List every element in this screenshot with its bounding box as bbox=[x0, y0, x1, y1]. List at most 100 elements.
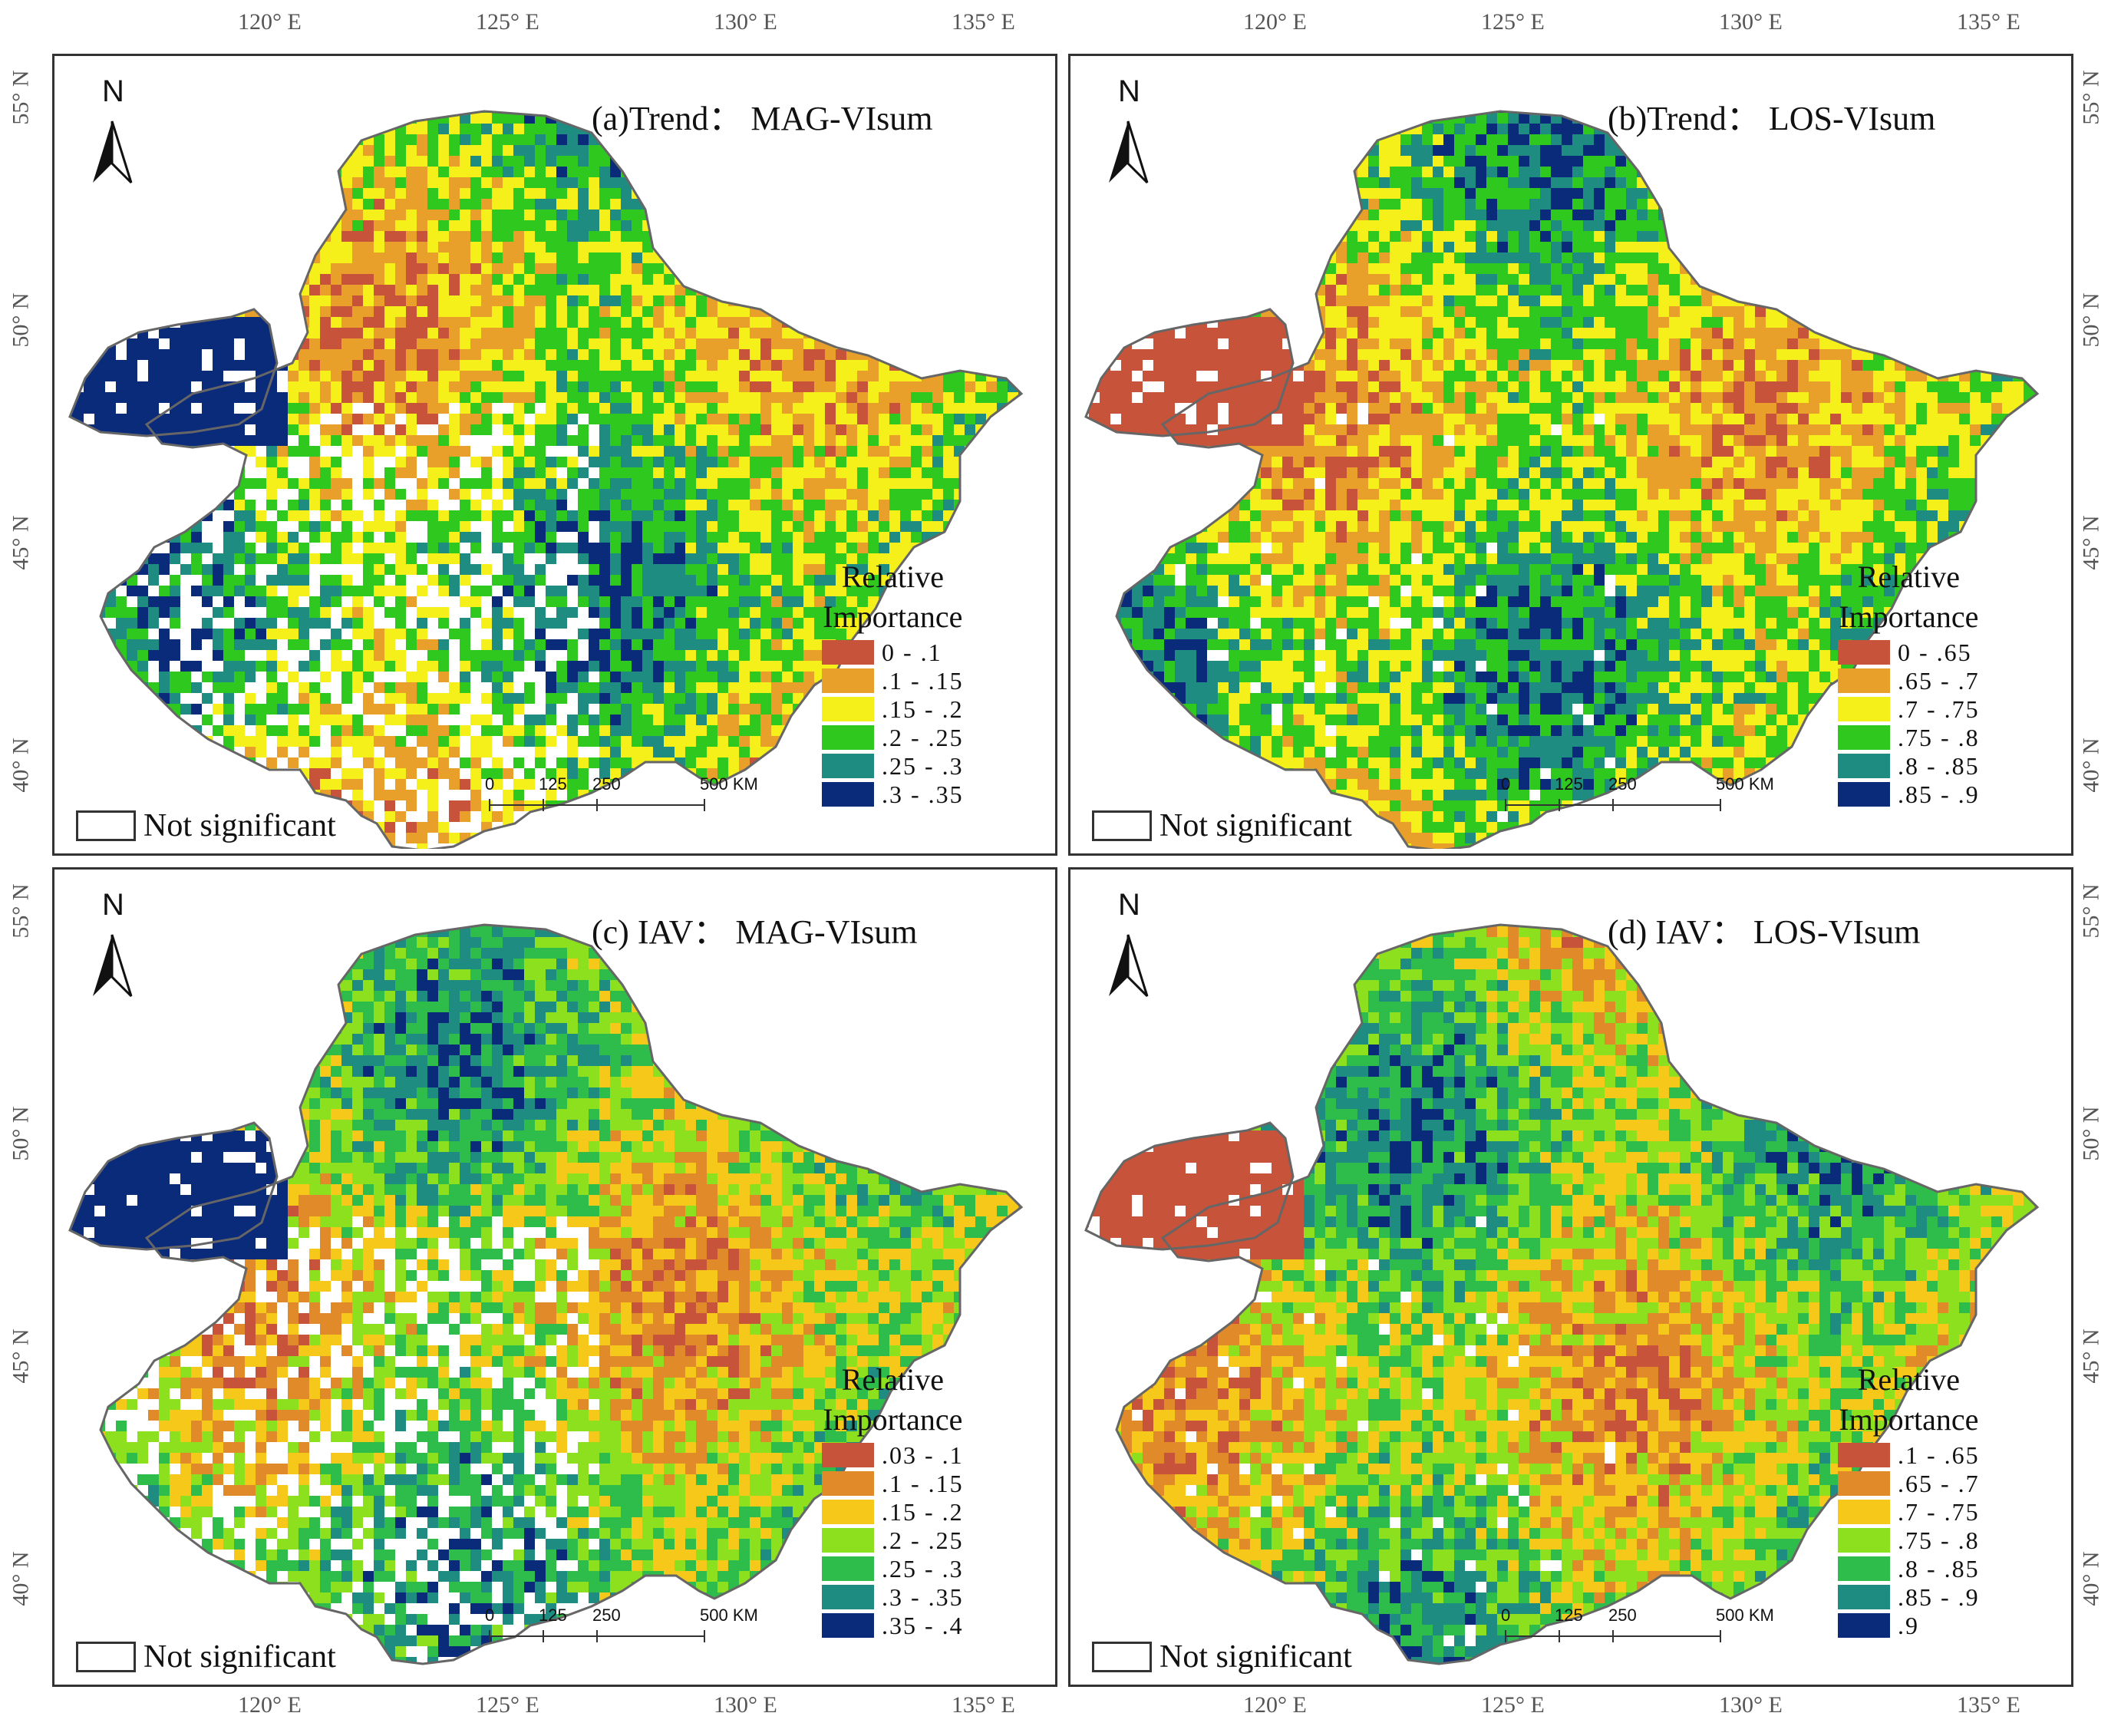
legend-title: Importance bbox=[822, 1400, 964, 1440]
legend-label: .65 - .7 bbox=[1898, 1470, 1980, 1498]
legend-swatch bbox=[1838, 1500, 1890, 1524]
north-label: N bbox=[102, 74, 124, 109]
region-map bbox=[68, 110, 1024, 849]
lat-label: 50° N bbox=[2079, 292, 2105, 347]
legend-swatch bbox=[822, 1471, 874, 1496]
region-map bbox=[1084, 110, 2040, 849]
legend-swatch bbox=[1838, 697, 1890, 721]
not-significant-swatch bbox=[1092, 810, 1152, 841]
scale-tick-label: 125 bbox=[539, 1606, 567, 1625]
map-panel-a: N (a)Trend： MAG-VIsum Relative Importance 0 … bbox=[52, 54, 1057, 856]
legend-item: .8 - .85 bbox=[1838, 1555, 1980, 1583]
legend-label: 0 - .1 bbox=[882, 639, 942, 667]
scale-tick-label: 0 bbox=[1501, 1606, 1510, 1625]
lat-label: 45° N bbox=[8, 1328, 35, 1383]
lon-label: 120° E bbox=[1243, 1692, 1307, 1718]
scale-bar: 0 125 250 500 KM bbox=[1501, 1604, 1774, 1650]
legend-swatch bbox=[1838, 1443, 1890, 1467]
lon-label: 135° E bbox=[1957, 1692, 2020, 1718]
legend-swatch bbox=[822, 668, 874, 693]
lat-label: 50° N bbox=[2079, 1106, 2105, 1160]
legend-swatch bbox=[1838, 725, 1890, 750]
legend-item: .35 - .4 bbox=[822, 1612, 964, 1639]
legend-label: .85 - .9 bbox=[1898, 1583, 1980, 1612]
lat-label: 40° N bbox=[2079, 1551, 2105, 1606]
lon-label: 130° E bbox=[714, 1692, 777, 1718]
legend-swatch bbox=[822, 640, 874, 665]
lon-label: 130° E bbox=[1719, 1692, 1783, 1718]
scale-tick-label: 500 KM bbox=[1716, 774, 1774, 794]
legend-title: Importance bbox=[1838, 597, 1980, 637]
region-outline bbox=[68, 308, 279, 437]
legend-title: Relative bbox=[822, 1360, 964, 1400]
north-arrow-shape bbox=[93, 120, 133, 184]
region-outline bbox=[99, 923, 1024, 1665]
legend-label: .7 - .75 bbox=[1898, 695, 1980, 724]
legend-item: .65 - .7 bbox=[1838, 1470, 1980, 1497]
legend-label: .8 - .85 bbox=[1898, 752, 1980, 781]
lon-label: 125° E bbox=[1481, 9, 1545, 35]
lat-label: 40° N bbox=[8, 738, 35, 792]
lat-label: 40° N bbox=[8, 1551, 35, 1606]
north-label: N bbox=[1118, 74, 1140, 109]
legend-swatch bbox=[1838, 1528, 1890, 1553]
legend-item: .75 - .8 bbox=[1838, 724, 1980, 751]
lon-label: 130° E bbox=[1719, 9, 1783, 35]
north-arrow-shape bbox=[93, 934, 133, 998]
legend-label: .85 - .9 bbox=[1898, 781, 1980, 809]
legend-item: .3 - .35 bbox=[822, 781, 964, 808]
not-significant-legend: Not significant bbox=[1092, 807, 1352, 844]
not-significant-swatch bbox=[76, 1642, 136, 1672]
lon-label: 135° E bbox=[1957, 9, 2020, 35]
legend-label: .9 bbox=[1898, 1612, 1919, 1640]
legend-item: .1 - .15 bbox=[822, 667, 964, 695]
lon-label: 120° E bbox=[238, 1692, 302, 1718]
panel-title: (c) IAV： MAG-VIsum bbox=[592, 904, 917, 953]
lon-label: 120° E bbox=[1243, 9, 1307, 35]
lon-label: 130° E bbox=[714, 9, 777, 35]
not-significant-swatch bbox=[1092, 1642, 1152, 1672]
lat-label: 45° N bbox=[2079, 1328, 2105, 1383]
legend-swatch bbox=[822, 782, 874, 807]
legend-swatch bbox=[822, 1443, 874, 1467]
lon-label: 135° E bbox=[952, 9, 1015, 35]
legend-label: .35 - .4 bbox=[882, 1612, 964, 1640]
scale-bar-line bbox=[489, 799, 705, 811]
not-significant-label: Not significant bbox=[1159, 1639, 1352, 1675]
lat-label: 40° N bbox=[2079, 738, 2105, 792]
region-map bbox=[1084, 923, 2040, 1665]
scale-tick-label: 0 bbox=[1501, 774, 1510, 794]
legend-item: .75 - .8 bbox=[1838, 1526, 1980, 1554]
north-arrow-icon: N bbox=[1101, 74, 1155, 194]
scale-tick-label: 500 KM bbox=[700, 774, 758, 794]
scale-tick-label: 500 KM bbox=[1716, 1606, 1774, 1625]
legend-swatch bbox=[1838, 754, 1890, 778]
legend-swatch bbox=[822, 1613, 874, 1638]
legend-swatch bbox=[822, 1585, 874, 1609]
lon-label: 135° E bbox=[952, 1692, 1015, 1718]
legend-item: .1 - .15 bbox=[822, 1470, 964, 1497]
scale-tick-label: 125 bbox=[539, 774, 567, 794]
legend-label: .2 - .25 bbox=[882, 1526, 964, 1555]
legend-item: .7 - .75 bbox=[1838, 1498, 1980, 1526]
legend-swatch bbox=[822, 1556, 874, 1581]
legend-item: .65 - .7 bbox=[1838, 667, 1980, 695]
legend-label: .8 - .85 bbox=[1898, 1555, 1980, 1583]
legend-title: Relative bbox=[1838, 1360, 1980, 1400]
lat-label: 50° N bbox=[8, 292, 35, 347]
region-outline bbox=[99, 110, 1024, 849]
legend-swatch bbox=[1838, 782, 1890, 807]
scale-tick-label: 250 bbox=[592, 1606, 621, 1625]
legend-title: Relative bbox=[822, 557, 964, 597]
legend-swatch bbox=[1838, 1585, 1890, 1609]
legend: Relative Importance 0 - .1.1 - .15.15 - .2… bbox=[822, 557, 964, 808]
legend-label: .3 - .35 bbox=[882, 1583, 964, 1612]
legend-label: .1 - .15 bbox=[882, 667, 964, 695]
not-significant-legend: Not significant bbox=[1092, 1639, 1352, 1675]
legend-label: .25 - .3 bbox=[882, 1555, 964, 1583]
lon-label: 125° E bbox=[1481, 1692, 1545, 1718]
not-significant-legend: Not significant bbox=[76, 1639, 336, 1675]
region-outline bbox=[1084, 1121, 1295, 1251]
scale-tick-label: 250 bbox=[592, 774, 621, 794]
legend-item: .2 - .25 bbox=[822, 1526, 964, 1555]
